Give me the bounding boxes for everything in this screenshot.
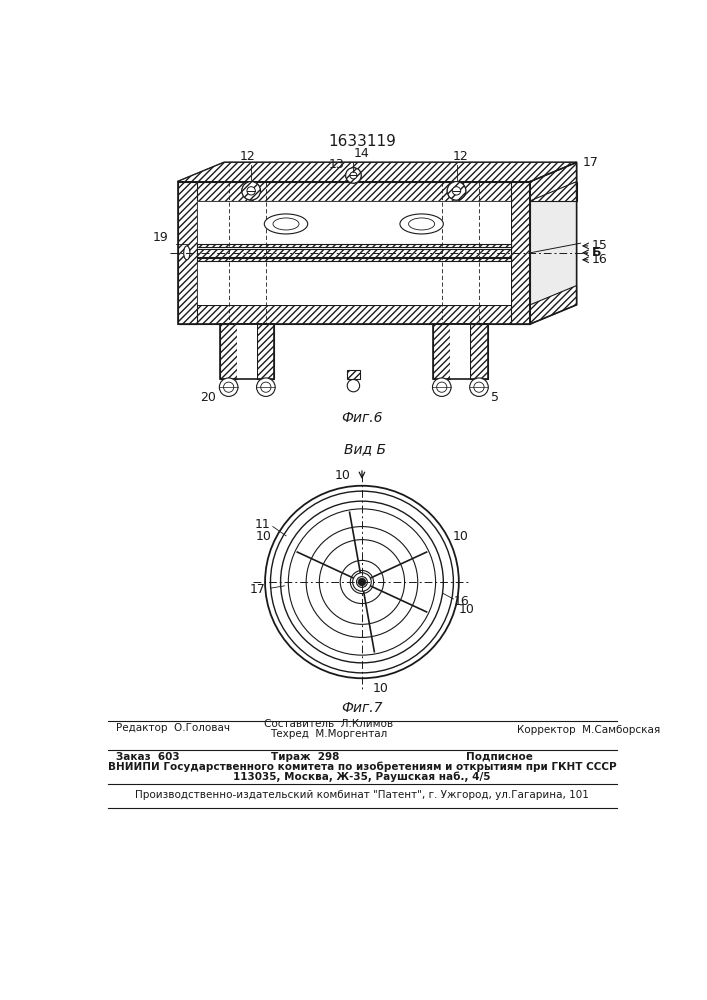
Circle shape xyxy=(350,172,357,179)
Text: 12: 12 xyxy=(240,150,255,163)
Circle shape xyxy=(347,379,360,392)
Text: 10: 10 xyxy=(335,469,351,482)
Bar xyxy=(197,201,510,305)
Circle shape xyxy=(261,482,462,682)
Text: Б: Б xyxy=(592,246,602,259)
Text: 10: 10 xyxy=(452,530,468,543)
Text: Фиг.6: Фиг.6 xyxy=(341,411,382,425)
Polygon shape xyxy=(530,286,577,324)
Bar xyxy=(197,258,510,261)
Circle shape xyxy=(257,378,275,396)
Circle shape xyxy=(242,182,260,200)
Text: Подписное: Подписное xyxy=(466,752,532,762)
Circle shape xyxy=(358,578,366,586)
Text: 16: 16 xyxy=(592,253,608,266)
Bar xyxy=(347,370,360,379)
Text: 16: 16 xyxy=(453,595,469,608)
Text: 19: 19 xyxy=(153,231,168,244)
Text: 10: 10 xyxy=(256,530,271,543)
Circle shape xyxy=(247,187,255,195)
Text: 5: 5 xyxy=(491,391,499,404)
Bar xyxy=(433,324,450,379)
Circle shape xyxy=(219,378,238,396)
Text: 17: 17 xyxy=(583,156,599,169)
Text: 113035, Москва, Ж-35, Раушская наб., 4/5: 113035, Москва, Ж-35, Раушская наб., 4/5 xyxy=(233,772,491,782)
Bar xyxy=(197,249,510,257)
Text: Техред  М.Моргентал: Техред М.Моргентал xyxy=(270,729,387,739)
Bar xyxy=(197,201,510,305)
Text: Составитель  Л.Климов: Составитель Л.Климов xyxy=(264,719,393,729)
Bar xyxy=(530,182,577,201)
Text: 13: 13 xyxy=(328,158,344,171)
Ellipse shape xyxy=(264,214,308,234)
Polygon shape xyxy=(177,162,577,182)
Text: 17: 17 xyxy=(249,583,265,596)
Circle shape xyxy=(452,187,461,195)
Text: 12: 12 xyxy=(452,150,468,163)
Circle shape xyxy=(433,378,451,396)
Bar xyxy=(197,244,510,247)
Text: 20: 20 xyxy=(200,391,216,404)
Text: Фиг.7: Фиг.7 xyxy=(341,701,382,715)
Text: Заказ  603: Заказ 603 xyxy=(115,752,179,762)
Polygon shape xyxy=(530,162,577,201)
Bar xyxy=(177,182,530,324)
Text: Редактор  О.Головач: Редактор О.Головач xyxy=(115,723,230,733)
Text: 10: 10 xyxy=(459,603,474,616)
Ellipse shape xyxy=(400,214,443,234)
Circle shape xyxy=(346,168,361,183)
Polygon shape xyxy=(177,162,577,182)
Circle shape xyxy=(448,182,466,200)
Text: 1633119: 1633119 xyxy=(328,134,396,149)
Text: ВНИИПИ Государственного комитета по изобретениям и открытиям при ГКНТ СССР: ВНИИПИ Государственного комитета по изоб… xyxy=(107,762,617,772)
Text: Вид Б: Вид Б xyxy=(344,442,386,456)
Ellipse shape xyxy=(184,246,190,260)
Bar xyxy=(450,324,470,379)
Text: Производственно-издательский комбинат "Патент", г. Ужгород, ул.Гагарина, 101: Производственно-издательский комбинат "П… xyxy=(135,790,589,800)
Text: 14: 14 xyxy=(354,147,369,160)
Bar xyxy=(177,182,197,324)
Bar xyxy=(177,182,530,201)
Circle shape xyxy=(448,182,466,200)
Text: 10: 10 xyxy=(373,682,389,695)
Bar xyxy=(470,324,488,379)
Circle shape xyxy=(346,168,361,183)
Bar xyxy=(433,324,488,379)
Text: Тираж  298: Тираж 298 xyxy=(271,752,339,762)
Text: 11: 11 xyxy=(255,518,271,531)
Bar xyxy=(177,305,530,324)
Circle shape xyxy=(242,182,260,200)
Text: Корректор  М.Самборская: Корректор М.Самборская xyxy=(517,725,660,735)
Bar xyxy=(237,324,257,379)
Circle shape xyxy=(469,378,489,396)
Bar xyxy=(510,182,530,324)
Bar xyxy=(257,324,274,379)
Text: 15: 15 xyxy=(592,239,608,252)
Bar xyxy=(220,324,237,379)
Bar xyxy=(220,324,274,379)
Polygon shape xyxy=(530,162,577,324)
